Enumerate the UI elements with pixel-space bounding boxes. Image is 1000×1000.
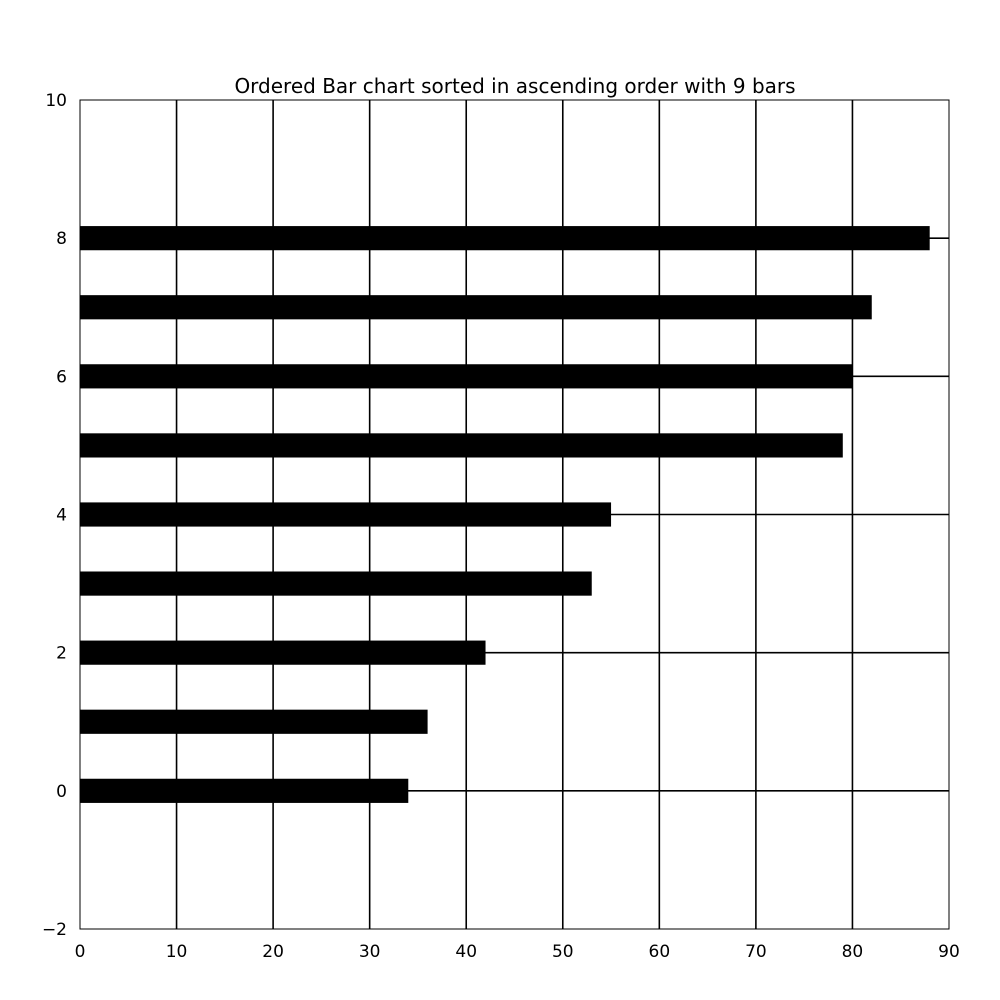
y-tick-label: 10: [45, 91, 67, 111]
y-axis-ticks: −2 0 2 4 6 8 10: [42, 91, 67, 940]
plot-frame: [79, 99, 950, 930]
bar: [80, 502, 612, 527]
bar: [80, 295, 872, 320]
y-tick-label: 2: [56, 644, 67, 664]
x-tick-label: 70: [745, 942, 767, 962]
x-tick-label: 50: [552, 942, 574, 962]
x-tick-label: 30: [359, 942, 381, 962]
x-tick-label: 60: [649, 942, 671, 962]
x-axis-ticks: 0 10 20 30 40 50 60 70 80 90: [75, 942, 960, 962]
bar: [80, 226, 930, 251]
bars: [80, 226, 930, 803]
bar: [80, 709, 428, 734]
y-tick-label: 0: [56, 782, 67, 802]
bar: [80, 778, 409, 803]
bar: [80, 433, 843, 458]
x-tick-label: 90: [938, 942, 960, 962]
x-tick-label: 20: [262, 942, 284, 962]
x-tick-label: 40: [455, 942, 477, 962]
y-tick-label: 4: [56, 506, 67, 526]
bar: [80, 640, 486, 665]
bar: [80, 364, 853, 389]
y-tick-label: 8: [56, 229, 67, 249]
bar: [80, 571, 592, 596]
x-tick-label: 0: [75, 942, 86, 962]
chart-title: Ordered Bar chart sorted in ascending or…: [234, 74, 795, 98]
y-tick-label: 6: [56, 367, 67, 387]
y-tick-label: −2: [42, 920, 67, 940]
x-tick-label: 80: [842, 942, 864, 962]
x-tick-label: 10: [166, 942, 188, 962]
